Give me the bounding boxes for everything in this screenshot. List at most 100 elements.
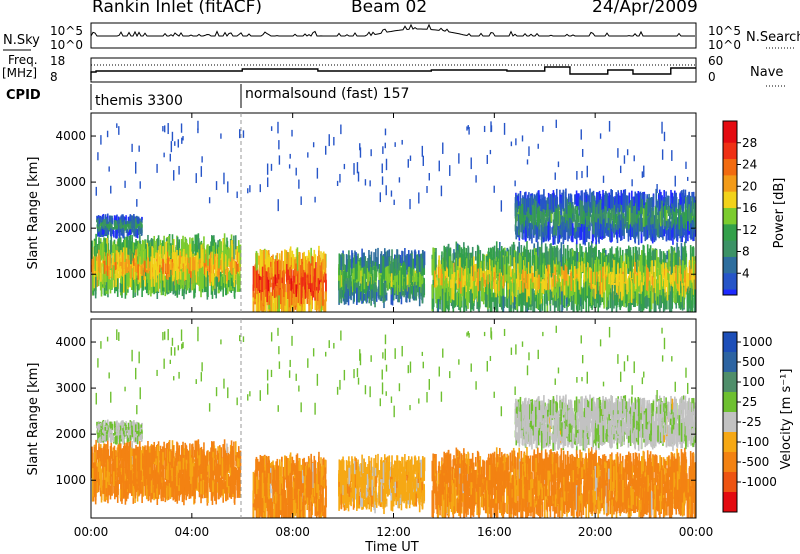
power-cell — [536, 255, 539, 278]
power-cell — [585, 267, 587, 285]
power-cell — [545, 293, 548, 304]
power-cell — [163, 235, 165, 255]
power-cell — [302, 263, 304, 278]
power-cell — [380, 278, 383, 297]
power-cell — [130, 229, 133, 235]
power-cell — [103, 219, 105, 228]
power-cell — [107, 215, 109, 220]
power-cell — [393, 254, 396, 269]
power-cell — [121, 228, 123, 234]
power-cell — [322, 274, 325, 284]
power-cell — [366, 268, 369, 283]
power-cell — [665, 267, 668, 287]
power-cell — [279, 259, 281, 281]
power-cell — [380, 253, 382, 274]
power-cell — [423, 278, 425, 290]
power-cell — [533, 293, 536, 312]
power-cell — [374, 287, 376, 308]
power-cell — [346, 289, 349, 303]
power-cell — [153, 246, 156, 271]
power-cell — [656, 296, 659, 306]
power-cell — [484, 271, 487, 280]
power-cell — [646, 222, 649, 232]
power-cell — [588, 246, 590, 263]
power-cell — [162, 255, 164, 274]
power-cell — [215, 253, 218, 272]
power-cell — [446, 246, 448, 263]
power-cell — [210, 241, 212, 252]
power-cell — [264, 264, 266, 291]
power-cell — [611, 246, 613, 268]
power-cell — [671, 250, 673, 261]
power-cell — [485, 255, 488, 269]
power-cell — [614, 294, 616, 306]
power-cell — [404, 248, 406, 270]
power-cell — [567, 250, 570, 275]
power-cell — [178, 258, 181, 279]
power-cell — [111, 245, 114, 256]
power-cell — [660, 251, 663, 262]
power-cell — [261, 266, 264, 295]
power-cell — [254, 275, 257, 299]
power-cell — [124, 224, 127, 230]
power-cell — [437, 266, 440, 284]
power-cell — [625, 283, 627, 308]
power-cell — [181, 239, 183, 257]
power-cell — [445, 277, 448, 289]
power-cell — [123, 225, 125, 233]
power-cell — [132, 242, 135, 253]
power-cell — [216, 277, 219, 287]
power-cell — [234, 262, 236, 272]
power-cell — [466, 278, 468, 306]
power-cell — [103, 263, 105, 288]
power-cell — [438, 278, 440, 299]
power-cell — [361, 276, 364, 294]
power-cell — [164, 242, 166, 263]
power-cell — [399, 288, 402, 299]
power-cell — [117, 246, 120, 271]
power-cell — [122, 223, 124, 228]
power-cell — [356, 287, 358, 305]
power-cell — [104, 261, 107, 272]
power-cell — [654, 259, 656, 280]
power-cell — [370, 251, 373, 267]
power-cell — [153, 235, 156, 256]
power-cell — [212, 245, 214, 265]
power-cell — [443, 245, 445, 268]
power-cell — [348, 261, 350, 279]
nsky-panel: N.Sky 10^5 10^0 10^5 10^0 N.Search — [3, 22, 800, 52]
power-cell — [486, 294, 488, 308]
power-cell — [530, 276, 532, 301]
freq-label-1: Freq. — [8, 53, 38, 67]
power-cell — [543, 214, 546, 233]
power-cell — [323, 299, 325, 312]
power-cell — [451, 274, 453, 300]
power-cell — [119, 282, 122, 293]
power-cell — [179, 255, 181, 264]
power-cell — [289, 290, 292, 312]
power-cell — [198, 240, 200, 250]
power-cell — [463, 275, 465, 286]
power-cell — [122, 247, 125, 269]
power-cell — [648, 248, 651, 272]
power-cell — [93, 268, 96, 289]
power-cell — [106, 253, 109, 276]
power-cell — [605, 267, 607, 291]
power-cell — [471, 271, 473, 283]
power-cell — [293, 259, 296, 274]
power-cell — [413, 277, 415, 284]
power-cell — [287, 279, 289, 299]
power-cell — [170, 252, 173, 270]
power-cell — [586, 267, 589, 289]
power-cell — [458, 293, 460, 307]
power-cell — [375, 285, 377, 299]
power-cell — [288, 275, 291, 293]
power-cell — [659, 249, 661, 263]
power-cell — [651, 260, 653, 276]
power-cell — [141, 260, 143, 284]
power-cell — [435, 272, 437, 281]
power-cell — [608, 273, 610, 285]
power-cell — [655, 279, 658, 305]
power-cell — [654, 248, 657, 264]
power-cell — [237, 263, 239, 272]
